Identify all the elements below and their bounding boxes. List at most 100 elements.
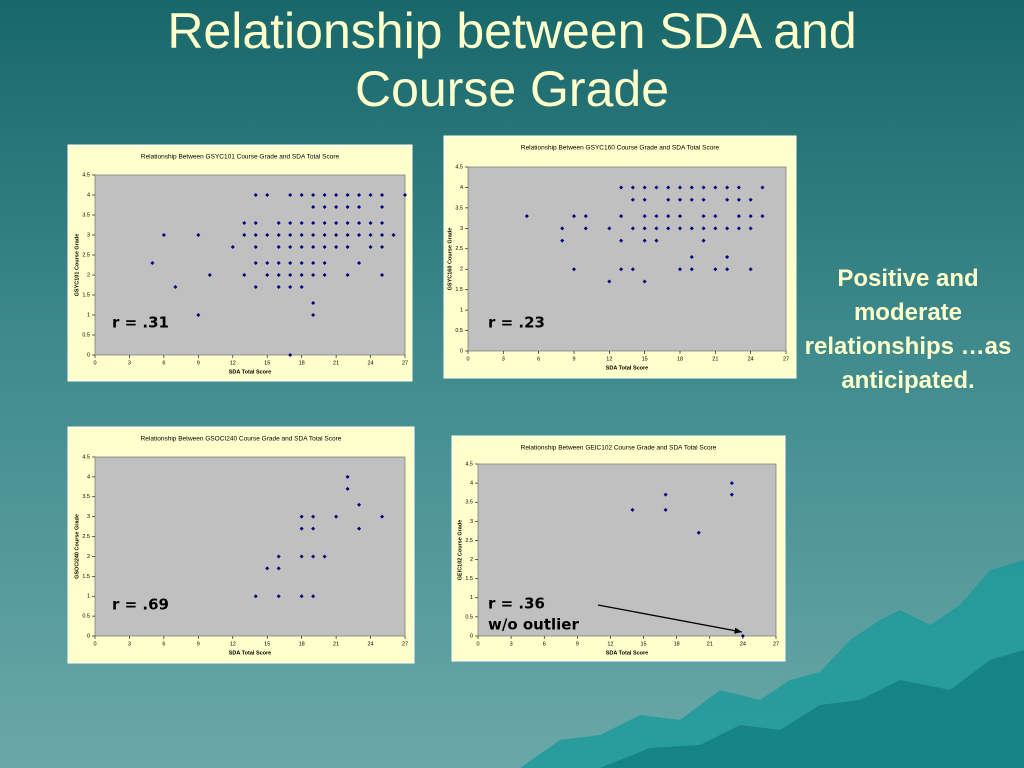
x-axis-title: SDA Total Score — [606, 650, 648, 656]
x-tick-label: 15 — [264, 360, 270, 366]
x-tick-label: 27 — [402, 360, 408, 366]
data-point — [288, 273, 293, 277]
data-point — [311, 313, 316, 317]
data-point — [524, 214, 529, 219]
data-point — [760, 185, 765, 190]
data-point — [265, 233, 270, 237]
data-point — [288, 245, 293, 249]
x-tick-label: 0 — [93, 641, 96, 647]
data-point — [713, 267, 718, 272]
y-tick-label: 1 — [470, 595, 473, 601]
data-point — [299, 273, 304, 277]
data-point — [265, 193, 270, 197]
data-point — [299, 285, 304, 289]
plot-area — [477, 463, 777, 637]
data-point — [357, 205, 362, 209]
data-point — [334, 245, 339, 249]
data-point — [736, 226, 741, 231]
data-point — [701, 214, 706, 219]
data-point — [196, 233, 201, 237]
annotation: r = .31 — [112, 314, 169, 332]
x-tick-label: 0 — [476, 641, 479, 647]
y-tick-label: 1.5 — [82, 574, 90, 580]
x-tick-label: 18 — [674, 641, 680, 647]
x-tick-label: 0 — [466, 356, 469, 362]
data-point — [678, 267, 682, 272]
data-point — [713, 226, 718, 231]
data-point — [173, 285, 178, 289]
data-point — [666, 185, 671, 190]
y-tick-label: 4.5 — [455, 164, 463, 170]
data-point — [380, 205, 385, 209]
data-point — [161, 233, 166, 237]
x-tick-label: 15 — [642, 356, 648, 362]
data-point — [311, 245, 316, 249]
data-point — [663, 507, 668, 512]
data-point — [736, 197, 741, 202]
data-point — [619, 214, 624, 219]
data-point — [345, 245, 350, 249]
data-point — [230, 245, 235, 249]
data-point — [748, 226, 753, 231]
y-tick-label: 2 — [460, 267, 463, 273]
y-tick-label: 3.5 — [455, 205, 463, 211]
y-tick-label: 3 — [460, 226, 463, 232]
data-point — [701, 185, 706, 190]
chart-title: Relationship Between GSYC160 Course Grad… — [521, 145, 720, 152]
arrow — [597, 604, 743, 633]
y-tick-label: 4.5 — [465, 461, 473, 467]
data-point — [725, 226, 730, 231]
data-point — [357, 502, 362, 507]
x-tick-label: 9 — [197, 360, 200, 366]
x-tick-label: 18 — [299, 360, 305, 366]
data-point — [299, 526, 304, 531]
x-tick-label: 15 — [640, 641, 646, 647]
data-point — [654, 185, 659, 190]
y-tick-label: 2.5 — [465, 538, 473, 544]
data-point — [299, 245, 304, 249]
data-point — [357, 193, 362, 197]
data-point — [380, 233, 385, 237]
data-point — [630, 185, 635, 190]
plot-area — [94, 456, 406, 637]
data-point — [322, 193, 327, 197]
plot-area — [94, 174, 406, 356]
data-point — [689, 197, 694, 202]
data-point — [666, 197, 671, 202]
data-point — [583, 226, 588, 231]
data-point — [368, 221, 373, 225]
data-point — [253, 233, 258, 237]
data-point — [253, 261, 258, 265]
x-tick-label: 24 — [748, 356, 754, 362]
data-point — [311, 261, 316, 265]
y-tick-label: 2 — [470, 557, 473, 563]
data-point — [642, 214, 647, 219]
data-point — [322, 233, 327, 237]
data-point — [560, 238, 565, 243]
annotation: r = .36 — [488, 595, 545, 613]
data-point — [642, 279, 647, 284]
y-tick-label: 0 — [460, 348, 463, 354]
y-tick-label: 4.5 — [82, 172, 90, 178]
x-tick-label: 27 — [773, 641, 779, 647]
data-point — [642, 197, 647, 202]
data-point — [701, 226, 706, 231]
data-point — [729, 492, 734, 497]
data-point — [276, 594, 281, 599]
data-point — [380, 193, 385, 197]
data-point — [689, 254, 694, 259]
x-tick-label: 27 — [783, 356, 789, 362]
x-tick-label: 21 — [707, 641, 713, 647]
data-point — [607, 226, 612, 231]
data-point — [560, 226, 565, 231]
data-point — [345, 474, 350, 479]
data-point — [725, 267, 730, 272]
data-point — [150, 261, 155, 265]
y-tick-label: 4 — [87, 474, 90, 480]
data-point — [357, 261, 362, 265]
data-point — [663, 492, 668, 497]
data-point — [368, 245, 373, 249]
data-point — [380, 245, 385, 249]
y-axis-title: GSYC160 Course Grade — [447, 228, 453, 291]
y-tick-label: 1 — [460, 308, 463, 314]
